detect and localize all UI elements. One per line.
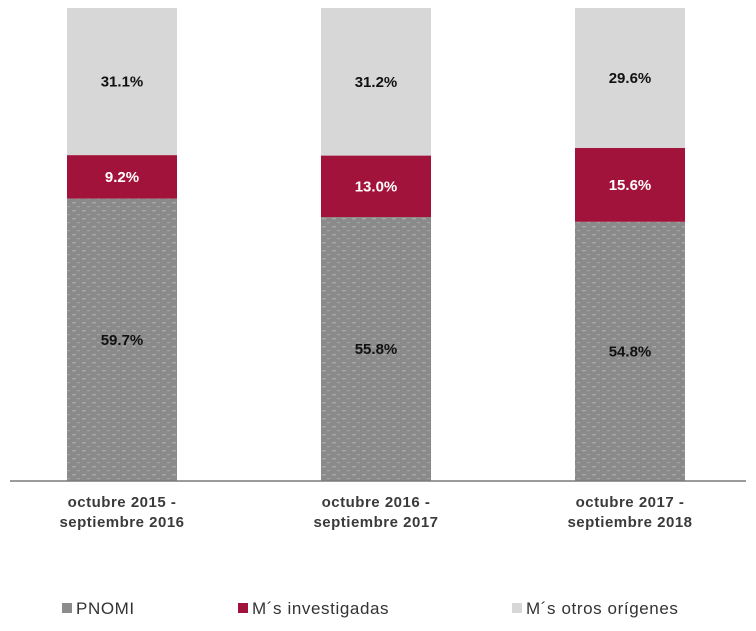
- data-label: 55.8%: [355, 341, 398, 358]
- category-label: septiembre 2016: [59, 514, 184, 531]
- bar-segment-m-s-otros-or-genes-1: [67, 8, 177, 156]
- data-label: 31.2%: [355, 74, 398, 91]
- legend-swatch: [62, 603, 72, 613]
- category-label: septiembre 2018: [567, 514, 692, 531]
- bar-segment-pnomi-2: [321, 217, 431, 482]
- legend: PNOMI M´s investigadas M´s otros orígenes: [62, 599, 679, 618]
- data-label: 15.6%: [609, 177, 652, 194]
- bars-layer: [67, 8, 685, 482]
- category-label: octubre 2016 -: [322, 494, 431, 511]
- labels-layer: 59.7% 9.2% 31.1% octubre 2015 - septiembre 2…: [59, 70, 692, 531]
- bar-segment-m-s-otros-or-genes-2: [321, 8, 431, 156]
- bar-segment-m-s-investigadas-3: [575, 148, 685, 222]
- bar-segment-m-s-otros-or-genes-3: [575, 8, 685, 149]
- bar-segment-m-s-investigadas-2: [321, 155, 431, 218]
- category-label: octubre 2017 -: [576, 494, 685, 511]
- bar-segment-pnomi-3: [575, 221, 685, 481]
- data-label: 54.8%: [609, 343, 652, 360]
- bar-segment-pnomi-1: [67, 198, 177, 481]
- legend-label: PNOMI: [76, 599, 135, 618]
- category-label: septiembre 2017: [313, 514, 438, 531]
- data-label: 13.0%: [355, 178, 398, 195]
- legend-swatch: [238, 603, 248, 613]
- data-label: 29.6%: [609, 70, 652, 87]
- data-label: 59.7%: [101, 332, 144, 349]
- data-label: 9.2%: [105, 169, 139, 186]
- legend-label: M´s otros orígenes: [526, 599, 679, 618]
- data-label: 31.1%: [101, 74, 144, 91]
- bar-segment-m-s-investigadas-1: [67, 155, 177, 199]
- category-label: octubre 2015 -: [68, 494, 177, 511]
- legend-label: M´s investigadas: [252, 599, 389, 618]
- legend-swatch: [512, 603, 522, 613]
